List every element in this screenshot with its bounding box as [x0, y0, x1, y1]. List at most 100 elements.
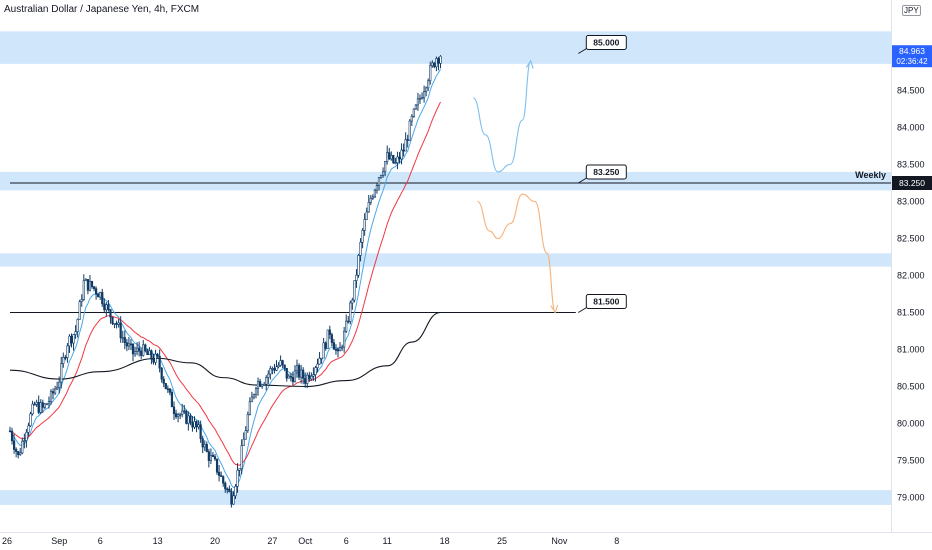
candle-body [281, 360, 284, 366]
x-tick-label-12: 8 [614, 536, 619, 546]
candle-body [146, 350, 149, 355]
candle-body [287, 375, 290, 379]
candle-body [320, 357, 323, 360]
candle-body [138, 347, 141, 352]
candle-body [398, 156, 401, 160]
candle-body [97, 293, 100, 298]
candle-body [306, 374, 309, 384]
y-tick-label-10: 84.000 [897, 123, 925, 133]
candle-body [431, 62, 434, 67]
candle-body [199, 424, 202, 439]
x-tick-label-4: 20 [210, 536, 220, 546]
candle-body [144, 344, 147, 352]
candle-body [107, 304, 110, 310]
candle-body [109, 309, 112, 318]
candle-body [418, 97, 422, 100]
candle-body [92, 286, 96, 289]
candle-body [437, 58, 440, 64]
currency-badge[interactable]: JPY [902, 5, 921, 16]
candle-body [367, 201, 370, 213]
candle-body [150, 350, 153, 360]
candle-body [129, 343, 133, 346]
candle-body [336, 349, 340, 352]
current-price-value: 84.963 [899, 46, 925, 56]
candle-body [189, 415, 192, 424]
weekly-label: Weekly [855, 170, 886, 180]
candle-body [203, 444, 206, 448]
y-tick-label-0: 79.000 [897, 493, 925, 503]
candle-body [177, 414, 180, 418]
candle-body [420, 97, 424, 100]
candle-body [261, 384, 264, 387]
candle-body [361, 229, 364, 243]
candle-body [13, 440, 16, 450]
candle-body [302, 369, 305, 379]
candle-body [47, 401, 51, 405]
bar-countdown: 02:36:42 [896, 57, 928, 66]
candle-body [88, 280, 92, 291]
candle-body [338, 346, 342, 352]
y-tick-label-6: 82.000 [897, 271, 925, 281]
sma-long-line [9, 311, 441, 388]
candle-body [103, 303, 106, 311]
candle-body [195, 421, 198, 428]
candle-body [295, 365, 299, 372]
projection-bearish-arrowhead [550, 304, 559, 314]
candle-body [355, 274, 358, 281]
candle-body [343, 330, 346, 348]
candle-body [66, 345, 69, 358]
candle-body [408, 120, 411, 141]
candle-body [181, 410, 184, 415]
candle-body [211, 454, 215, 457]
candle-body [400, 149, 403, 160]
chart-title: Australian Dollar / Japanese Yen, 4h, FX… [4, 4, 200, 15]
candle-body [72, 334, 75, 344]
candle-body [201, 438, 204, 448]
candle-body [15, 449, 18, 452]
candle-body [429, 65, 432, 82]
candle-body [140, 350, 143, 356]
candle-body [240, 445, 243, 469]
current-price-badge [892, 45, 932, 68]
candle-body [330, 334, 333, 343]
candle-body [314, 367, 317, 375]
y-tick-label-5: 81.500 [897, 308, 925, 318]
candles-layer [8, 55, 442, 508]
candle-body [172, 406, 176, 414]
candle-body [273, 368, 276, 371]
candle-body [230, 491, 233, 505]
candle-body [41, 402, 44, 408]
candle-body [357, 255, 360, 276]
candle-body [62, 357, 65, 364]
candle-body [23, 440, 26, 442]
candle-body [17, 451, 20, 456]
x-tick-label-11: Nov [551, 536, 568, 546]
y-tick-label-11: 84.500 [897, 86, 925, 96]
candle-body [349, 302, 352, 322]
candle-body [256, 381, 260, 390]
candle-body [425, 87, 428, 92]
candle-body [160, 367, 163, 380]
candle-body [191, 422, 194, 428]
candle-body [271, 368, 274, 370]
candle-body [19, 452, 22, 456]
candle-body [49, 391, 53, 402]
candle-body [113, 323, 116, 325]
candle-body [232, 495, 235, 505]
candle-body [43, 403, 46, 408]
candle-body [222, 476, 225, 484]
callout-label-0: 85.000 [593, 38, 619, 48]
candle-body [238, 468, 241, 471]
callouts-layer: 85.000 83.250 Weekly 81.500 [578, 35, 886, 313]
candle-body [84, 279, 87, 282]
projection-bullish-path [472, 60, 532, 173]
candle-body [37, 401, 40, 413]
candle-body [283, 364, 286, 369]
candle-body [115, 323, 118, 325]
zone-1 [0, 171, 891, 191]
candle-body [433, 62, 436, 68]
candle-body [363, 219, 366, 231]
candle-body [119, 322, 122, 339]
